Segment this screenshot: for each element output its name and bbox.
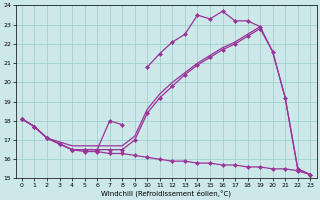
X-axis label: Windchill (Refroidissement éolien,°C): Windchill (Refroidissement éolien,°C) <box>101 189 231 197</box>
